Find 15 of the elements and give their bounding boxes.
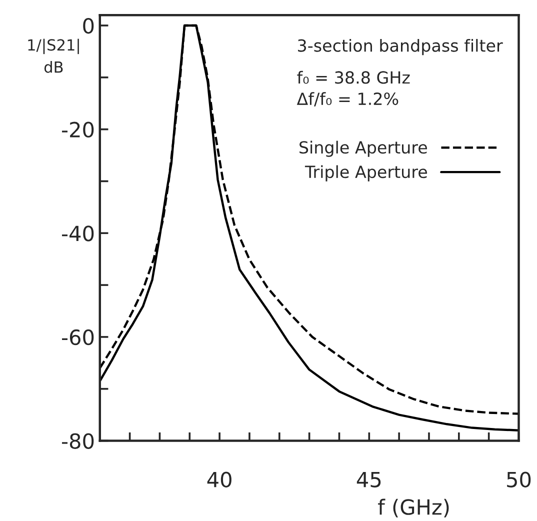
annotation: 3-section bandpass filter [298,38,503,56]
y-tick-label: 0 [83,18,94,34]
legend-label: Single Aperture [300,140,427,157]
annotation: Δf/f₀ = 1.2% [296,92,398,106]
y-tick-label: -20 [62,122,94,138]
y-axis-title: 1/|S21| dB [28,38,79,73]
y-tick-label: -40 [62,226,94,242]
x-axis-title: f (GHz) [378,498,449,518]
x-tick-label: 45 [356,472,381,488]
y-tick-label: -60 [62,329,94,346]
x-tick-label: 50 [507,472,531,488]
annotation: f₀ = 38.8 GHz [297,70,410,84]
legend-label: Triple Aperture [304,165,427,182]
x-tick-label: 40 [207,472,232,488]
y-tick-label: -80 [62,433,94,449]
